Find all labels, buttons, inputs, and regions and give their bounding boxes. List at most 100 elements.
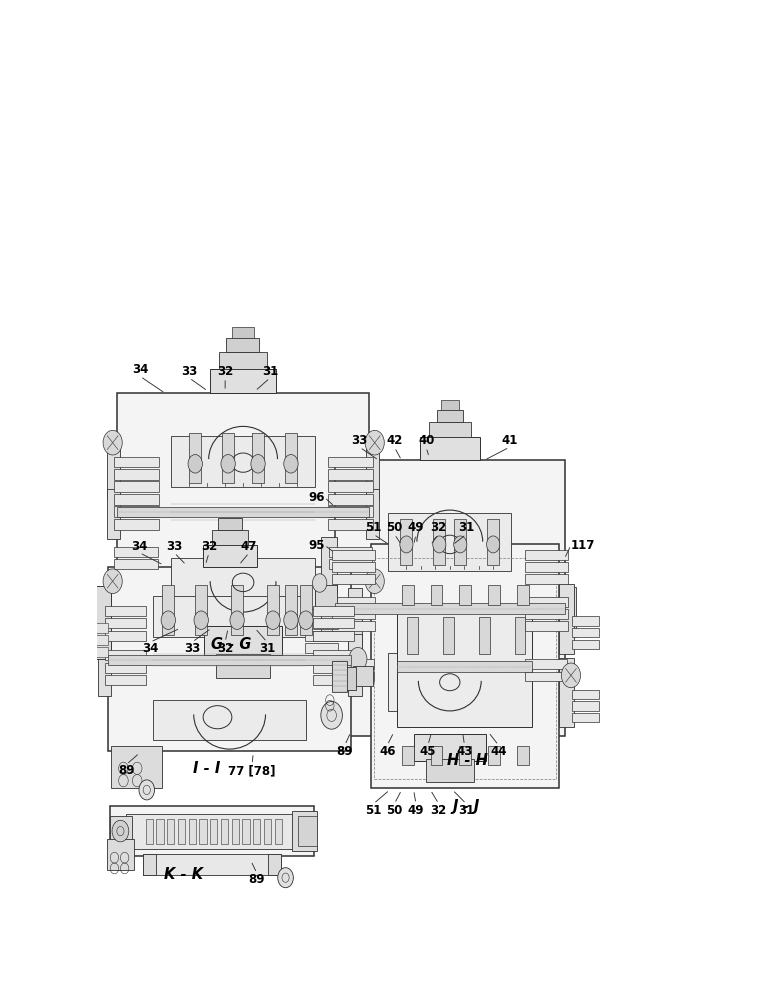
Text: 50: 50: [386, 804, 403, 817]
Bar: [107, 489, 120, 539]
Bar: [334, 460, 565, 736]
Circle shape: [278, 868, 293, 888]
Bar: [154, 596, 306, 637]
Bar: [454, 519, 466, 565]
Bar: [114, 547, 157, 557]
Bar: [572, 701, 599, 711]
Bar: [572, 628, 599, 637]
Circle shape: [365, 430, 384, 455]
Bar: [216, 654, 270, 678]
Bar: [313, 606, 354, 616]
Bar: [203, 545, 256, 567]
Bar: [572, 616, 599, 626]
Bar: [156, 819, 164, 844]
Bar: [313, 631, 354, 641]
Bar: [178, 819, 185, 844]
Bar: [110, 816, 133, 846]
Bar: [348, 634, 361, 696]
Circle shape: [321, 701, 343, 729]
Text: 32: 32: [431, 804, 447, 817]
Bar: [292, 811, 317, 851]
Bar: [344, 667, 356, 690]
Bar: [106, 663, 146, 673]
Bar: [459, 746, 472, 765]
Text: 31: 31: [458, 804, 474, 817]
Bar: [313, 663, 354, 673]
Bar: [431, 746, 442, 765]
Bar: [398, 661, 532, 672]
Text: 33: 33: [351, 434, 368, 447]
Text: 44: 44: [490, 745, 506, 758]
Text: I - I: I - I: [194, 761, 221, 776]
Text: 32: 32: [217, 642, 233, 655]
Bar: [525, 621, 568, 631]
Bar: [117, 393, 369, 628]
Circle shape: [433, 536, 446, 553]
Bar: [231, 585, 243, 635]
Bar: [572, 640, 599, 649]
Bar: [146, 819, 153, 844]
Bar: [199, 819, 207, 844]
Bar: [525, 659, 567, 669]
Bar: [398, 605, 532, 727]
Text: 34: 34: [131, 540, 147, 553]
Bar: [171, 436, 315, 487]
Text: 43: 43: [456, 745, 472, 758]
Bar: [429, 422, 471, 437]
Bar: [525, 574, 568, 584]
Bar: [431, 585, 442, 605]
Bar: [353, 666, 373, 686]
Bar: [525, 597, 568, 607]
Circle shape: [161, 611, 175, 629]
Bar: [268, 854, 281, 875]
Circle shape: [194, 611, 208, 629]
Bar: [218, 518, 242, 530]
Bar: [210, 819, 218, 844]
Bar: [114, 457, 159, 467]
Circle shape: [112, 820, 129, 842]
Bar: [232, 819, 239, 844]
Bar: [162, 585, 174, 635]
Bar: [332, 597, 374, 607]
Text: 50: 50: [386, 521, 403, 534]
Text: 40: 40: [418, 434, 435, 447]
Bar: [487, 519, 499, 565]
Bar: [98, 588, 111, 650]
Bar: [515, 617, 526, 654]
Bar: [221, 819, 229, 844]
Circle shape: [266, 611, 280, 629]
Bar: [106, 606, 146, 616]
Text: 49: 49: [408, 804, 425, 817]
Bar: [212, 530, 248, 545]
Text: 77 [78]: 77 [78]: [229, 764, 276, 777]
Bar: [297, 816, 317, 846]
Bar: [348, 588, 361, 650]
Bar: [114, 559, 157, 569]
Bar: [222, 433, 234, 483]
Text: H - H: H - H: [447, 753, 488, 768]
Bar: [414, 734, 486, 761]
Bar: [328, 469, 373, 480]
Bar: [332, 550, 374, 560]
Bar: [443, 617, 454, 654]
Bar: [275, 819, 282, 844]
Bar: [332, 672, 374, 681]
Bar: [154, 700, 306, 740]
Bar: [332, 562, 374, 572]
Text: G - G: G - G: [211, 637, 252, 652]
Bar: [285, 585, 297, 635]
Text: 32: 32: [217, 365, 233, 378]
Circle shape: [454, 536, 467, 553]
Bar: [328, 494, 373, 505]
Bar: [525, 672, 567, 681]
Bar: [525, 562, 568, 572]
Bar: [332, 661, 347, 692]
Bar: [106, 650, 146, 660]
Text: 89: 89: [118, 764, 134, 777]
Text: 51: 51: [365, 804, 381, 817]
Bar: [107, 839, 134, 870]
Bar: [371, 544, 559, 788]
Text: 33: 33: [181, 365, 198, 378]
Bar: [305, 619, 337, 629]
Bar: [329, 559, 372, 569]
